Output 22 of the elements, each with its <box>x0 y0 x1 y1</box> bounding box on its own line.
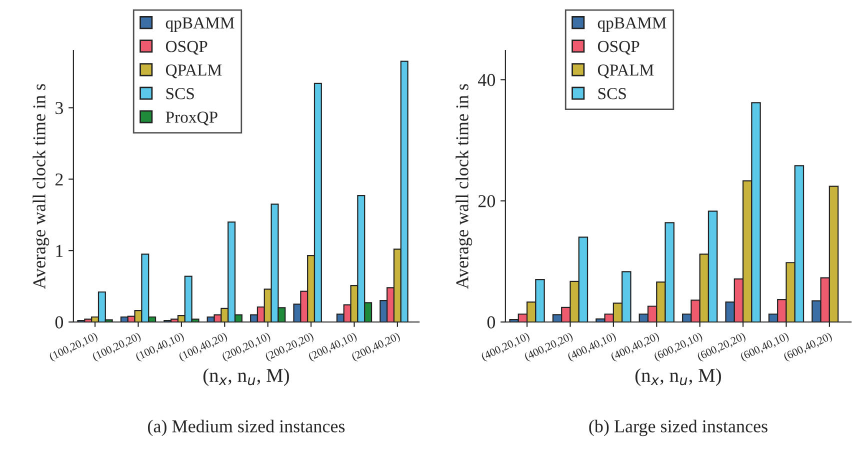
legend-label: QPALM <box>598 64 654 78</box>
y-tick-label: 20 <box>478 195 496 208</box>
y-tick-label: 2 <box>55 173 63 186</box>
legend-label: OSQP <box>166 40 208 55</box>
legend-label: qpBAMM <box>166 17 234 32</box>
x-axis-title: (n$_{x}$, n$_{u}$, M) <box>635 368 721 386</box>
y-tick-label: 40 <box>478 74 496 86</box>
y-axis-title: Average wall clock time in s <box>32 84 50 289</box>
legend-label: SCS <box>598 88 626 100</box>
y-tick-label: 3 <box>56 102 64 114</box>
legend-label: OSQP <box>598 40 640 55</box>
y-tick-label: 0 <box>487 316 496 328</box>
y-axis-title: Average wall clock time in s <box>456 84 472 289</box>
text: (b) Large sized instances <box>589 420 768 436</box>
legend-label: qpBAMM <box>598 17 666 32</box>
legend-label: QPALM <box>166 64 222 78</box>
y-tick-label: 0 <box>55 316 64 328</box>
x-axis-title: (n$_{x}$, n$_{u}$, M) <box>203 368 289 386</box>
y-tick-label: 1 <box>56 244 63 257</box>
text: (a) Medium sized instances <box>148 420 345 436</box>
legend-label: SCS <box>166 88 194 100</box>
legend-label: ProxQP <box>166 112 218 126</box>
